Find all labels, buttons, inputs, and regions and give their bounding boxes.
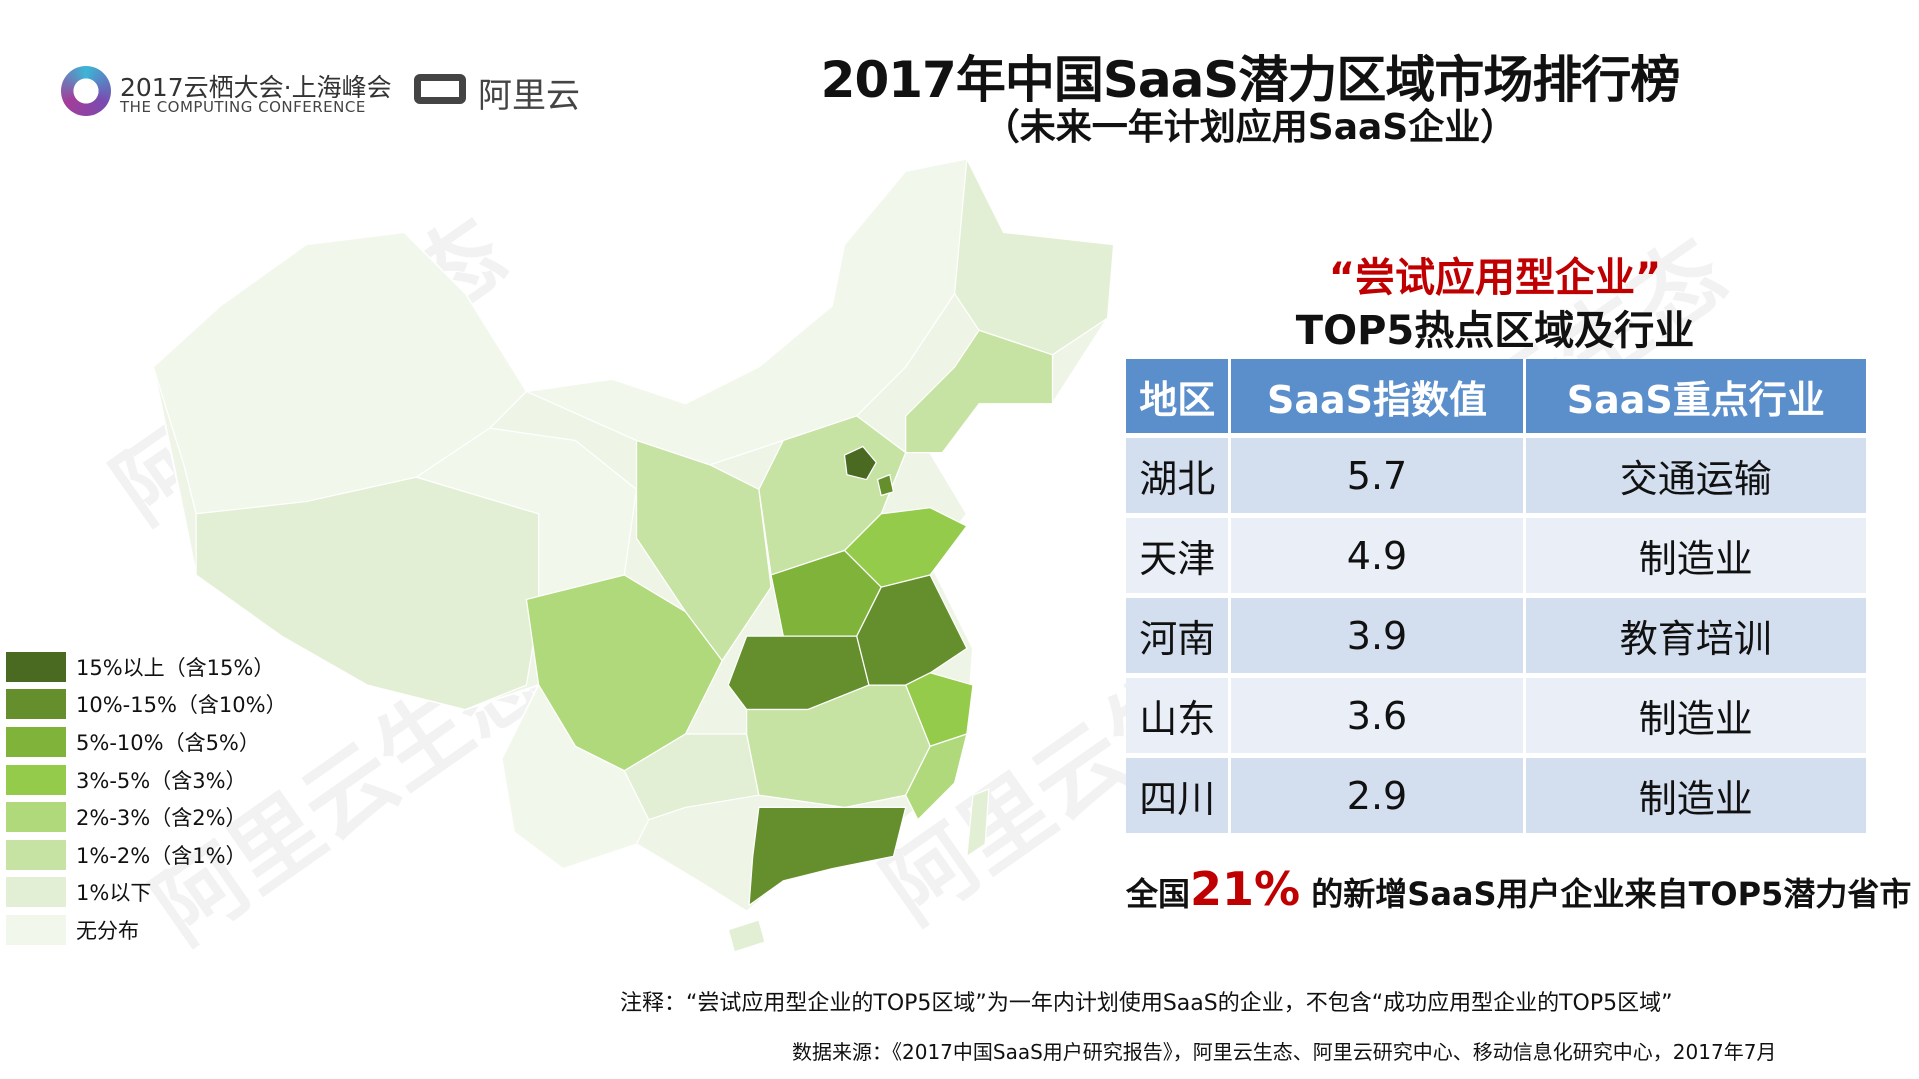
province-tianjin — [876, 473, 895, 497]
table-row: 河南 3.9 教育培训 — [1126, 595, 1866, 678]
province-fujian — [904, 733, 968, 821]
province-taiwan — [966, 788, 990, 858]
cell-industry: 交通运输 — [1524, 435, 1866, 518]
legend-swatch — [6, 839, 66, 870]
cell-index: 3.9 — [1229, 595, 1526, 678]
table-row: 天津 4.9 制造业 — [1126, 515, 1866, 598]
legend-item: 10%-15%（含10%） — [6, 686, 287, 724]
col-index: SaaS指数值 — [1229, 359, 1526, 438]
legend-item: 1%-2%（含1%） — [6, 836, 287, 874]
page-title: 2017年中国SaaS潜力区域市场排行榜 — [820, 51, 1681, 109]
summary-bold: TOP5潜力省市 — [1688, 875, 1912, 913]
cell-region: 山东 — [1126, 675, 1232, 758]
cell-index: 2.9 — [1229, 755, 1526, 838]
legend-item: 3%-5%（含3%） — [6, 761, 287, 799]
legend-item: 15%以上（含15%） — [6, 648, 287, 686]
legend-label: 1%以下 — [76, 881, 152, 906]
province-xinjiang — [152, 231, 528, 515]
legend-label: 15%以上（含15%） — [76, 655, 275, 680]
legend-label: 2%-3%（含2%） — [76, 806, 247, 831]
province-beijing — [843, 445, 878, 481]
cell-industry: 教育培训 — [1524, 595, 1866, 678]
col-region: 地区 — [1126, 359, 1232, 438]
legend-swatch — [6, 689, 66, 720]
legend-swatch — [6, 651, 66, 682]
legend-label: 1%-2%（含1%） — [76, 843, 247, 868]
province-shaanxi-gansu — [635, 439, 772, 662]
table-row: 四川 2.9 制造业 — [1126, 755, 1866, 838]
cell-industry: 制造业 — [1524, 755, 1866, 838]
legend-swatch — [6, 877, 66, 908]
cell-industry: 制造业 — [1524, 515, 1866, 598]
summary-prefix: 全国 — [1126, 875, 1191, 913]
panel-heading: TOP5热点区域及行业 — [1295, 308, 1695, 354]
source-text: 数据来源：《2017中国SaaS用户研究报告》，阿里云生态、阿里云研究中心、移动… — [792, 1040, 1777, 1064]
aliyun-logo-icon — [414, 74, 466, 104]
cell-industry: 制造业 — [1524, 675, 1866, 758]
summary-suffix: 的新增SaaS用户企业来自 — [1300, 875, 1689, 913]
legend-item: 5%-10%（含5%） — [6, 723, 287, 761]
legend-item: 无分布 — [6, 911, 287, 949]
province-hainan — [727, 919, 766, 953]
cell-region: 湖北 — [1126, 435, 1232, 518]
province-jilin-liaoning — [905, 329, 1054, 454]
cell-region: 天津 — [1126, 515, 1232, 598]
aliyun-logo-text: 阿里云 — [478, 76, 580, 116]
note-text: 注释：“尝试应用型企业的TOP5区域”为一年内计划使用SaaS的企业，不包含“成… — [620, 991, 1673, 1016]
table-row: 湖北 5.7 交通运输 — [1126, 435, 1866, 518]
legend-swatch — [6, 764, 66, 795]
legend-swatch — [6, 802, 66, 833]
conference-logo-en: THE COMPUTING CONFERENCE — [120, 98, 366, 116]
legend-label: 无分布 — [76, 918, 139, 943]
province-guangdong — [748, 806, 907, 907]
province-tibet — [195, 476, 540, 711]
province-heilongjiang — [953, 156, 1115, 356]
table-row: 山东 3.6 制造业 — [1126, 675, 1866, 758]
cell-index: 4.9 — [1229, 515, 1526, 598]
col-industry: SaaS重点行业 — [1524, 359, 1866, 438]
province-qinghai — [414, 427, 638, 613]
summary-percent: 21% — [1190, 862, 1301, 916]
table-header: 地区 SaaS指数值 SaaS重点行业 — [1126, 359, 1866, 438]
legend-label: 10%-15%（含10%） — [76, 693, 287, 718]
conference-logo-cn: 2017云栖大会·上海峰会 — [120, 73, 392, 102]
cell-index: 3.6 — [1229, 675, 1526, 758]
legend-label: 3%-5%（含3%） — [76, 768, 247, 793]
legend-swatch — [6, 726, 66, 757]
legend-swatch — [6, 914, 66, 945]
summary-text: 全国21% 的新增SaaS用户企业来自TOP5潜力省市 — [1126, 862, 1911, 916]
conference-logo-icon — [61, 66, 111, 116]
cell-index: 5.7 — [1229, 435, 1526, 518]
top5-table: 地区 SaaS指数值 SaaS重点行业 湖北 5.7 交通运输 天津 4.9 制造业 河… — [1126, 359, 1866, 838]
panel-red-heading: “尝试应用型企业” — [1328, 255, 1662, 301]
legend-item: 2%-3%（含2%） — [6, 798, 287, 836]
map-legend: 15%以上（含15%） 10%-15%（含10%） 5%-10%（含5%） 3%… — [6, 648, 287, 949]
legend-item: 1%以下 — [6, 874, 287, 912]
cell-region: 河南 — [1126, 595, 1232, 678]
page-subtitle: （未来一年计划应用SaaS企业） — [983, 107, 1517, 148]
legend-label: 5%-10%（含5%） — [76, 730, 260, 755]
cell-region: 四川 — [1126, 755, 1232, 838]
